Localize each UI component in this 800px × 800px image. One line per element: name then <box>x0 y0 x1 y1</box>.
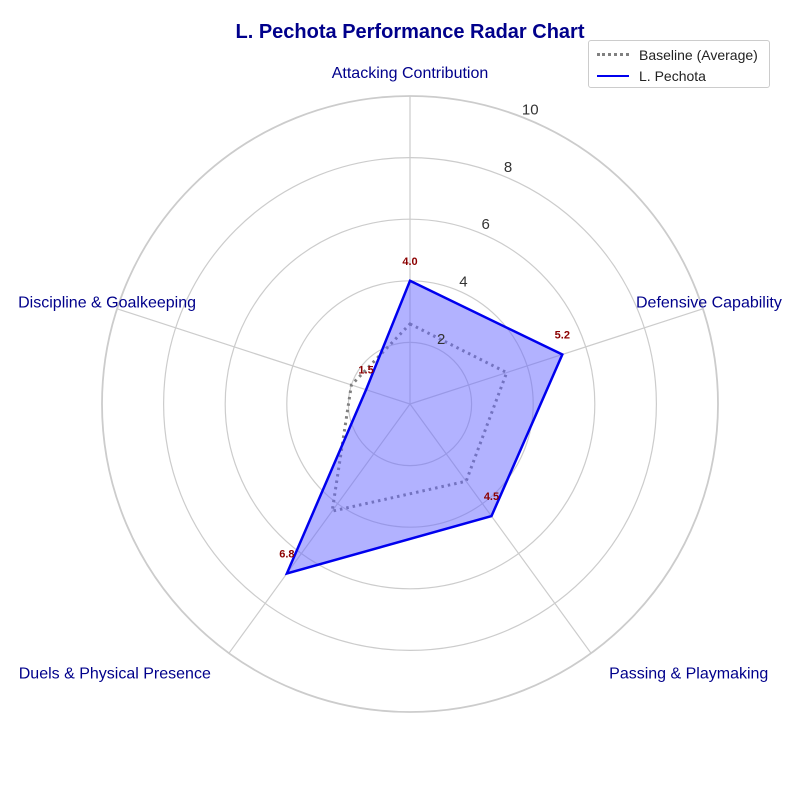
label-layer: 2 4 6 8 10 4.0 5.2 4.5 6.8 1.5 Attacking Contribut… <box>18 65 782 683</box>
value-label-discipline-goalkeeping: 1.5 <box>358 365 373 377</box>
series-layer <box>284 279 564 576</box>
value-label-attacking-contribution: 4.0 <box>402 256 417 268</box>
radial-tick-label-10: 10 <box>522 101 539 118</box>
legend-swatch-player <box>597 74 629 77</box>
series-l-pechota <box>284 279 564 576</box>
axis-label-passing-playmaking: Passing & Playmaking <box>609 666 768 683</box>
axis-label-duels-physical-presence: Duels & Physical Presence <box>19 666 211 683</box>
value-label-duels-physical-presence: 6.8 <box>279 548 294 560</box>
radial-tick-label-8: 8 <box>504 159 512 176</box>
axis-label-discipline-goalkeeping: Discipline & Goalkeeping <box>18 294 196 311</box>
radial-tick-label-4: 4 <box>459 274 467 291</box>
axis-label-attacking-contribution: Attacking Contribution <box>332 65 489 82</box>
legend-label-baseline: Baseline (Average) <box>639 46 758 63</box>
axis-label-defensive-capability: Defensive Capability <box>636 294 782 311</box>
legend-swatch-baseline <box>597 53 629 56</box>
legend-label-player: L. Pechota <box>639 67 706 84</box>
spoke-discipline-goalkeeping <box>116 308 411 405</box>
value-label-passing-playmaking: 4.5 <box>484 491 499 503</box>
legend-item-baseline: Baseline (Average) <box>597 44 761 65</box>
chart-title: L. Pechota Performance Radar Chart <box>236 21 585 43</box>
radial-tick-label-2: 2 <box>437 331 445 348</box>
legend: Baseline (Average) L. Pechota <box>588 40 770 88</box>
radial-tick-label-6: 6 <box>482 216 490 233</box>
legend-item-player: L. Pechota <box>597 65 761 86</box>
value-label-defensive-capability: 5.2 <box>555 330 570 342</box>
